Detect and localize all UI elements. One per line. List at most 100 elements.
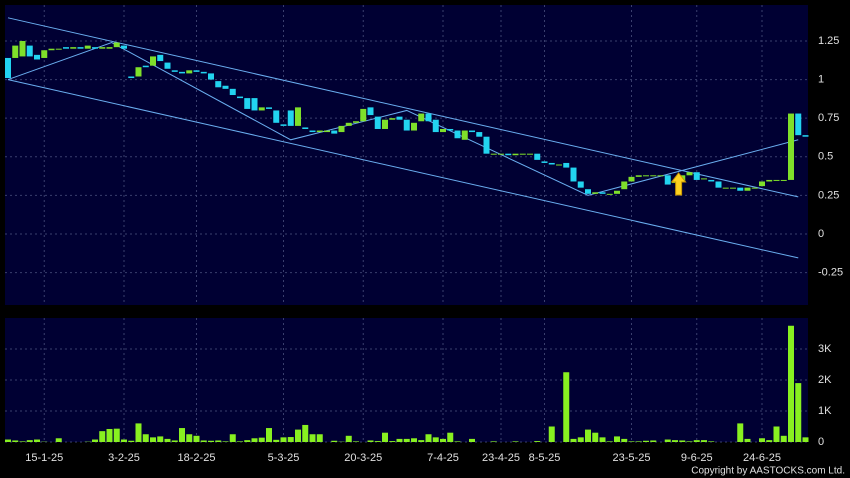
candle-body [744, 187, 751, 191]
candle-body [164, 62, 171, 69]
volume-bar [19, 441, 26, 442]
volume-bar [316, 434, 323, 442]
candle-body [585, 189, 591, 194]
volume-bar [599, 437, 606, 442]
candle-body [751, 187, 758, 189]
x-tick-label: 15-1-25 [25, 452, 63, 464]
candle-body [693, 172, 700, 180]
candle-body [208, 73, 214, 80]
volume-bar [773, 426, 780, 442]
candle-body [55, 48, 62, 50]
x-tick-label: 23-5-25 [613, 452, 651, 464]
candle-body [614, 190, 620, 194]
candle-body [26, 45, 33, 57]
volume-bar [128, 440, 135, 442]
volume-bar [302, 424, 309, 442]
candle-body [70, 47, 77, 49]
candle-body [788, 113, 794, 180]
x-tick-label: 9-6-25 [681, 452, 713, 464]
arrow-marker [670, 172, 687, 196]
volume-bar [679, 440, 686, 442]
candle-body [686, 172, 693, 176]
volume-bar [577, 437, 584, 442]
volume-bar [759, 438, 765, 442]
candle-body [599, 192, 606, 194]
candle-body [295, 107, 301, 126]
volume-bar [251, 438, 258, 442]
volume-bar [411, 438, 417, 442]
candle-body [483, 136, 490, 154]
volume-bar [628, 441, 635, 442]
volume-bar [802, 437, 809, 442]
candle-body [309, 130, 316, 133]
y-tick-label: 1 [818, 73, 824, 85]
candle-body [432, 119, 439, 133]
volume-bar [432, 437, 439, 442]
y-tick-label: 0.25 [818, 189, 839, 201]
volume-bar [635, 441, 642, 442]
volume-bar [208, 440, 214, 442]
volume-bar [258, 437, 265, 442]
candle-body [142, 65, 149, 68]
volume-bar [469, 438, 475, 442]
candle-body [19, 40, 26, 57]
candle-body [193, 70, 200, 72]
candle-body [389, 118, 396, 120]
volume-bar [215, 440, 222, 442]
volume-bar [222, 441, 229, 442]
candle-body [628, 176, 635, 182]
volume-bar [5, 439, 11, 442]
candle-body [563, 162, 570, 168]
candle-body [266, 107, 272, 109]
candle-body [316, 130, 323, 133]
candle-body [113, 42, 120, 48]
volume-bar [795, 383, 802, 442]
volume-bar [512, 441, 519, 442]
candle-body [106, 47, 113, 49]
volume-bar [389, 441, 396, 442]
candle-body [773, 179, 780, 181]
y2-tick-label: 3K [818, 343, 832, 355]
candle-body [135, 67, 142, 77]
candle-body [621, 181, 628, 190]
candle-body [635, 175, 642, 177]
volume-bar [563, 372, 570, 442]
y-tick-label: 0 [818, 228, 824, 240]
candle-body [360, 108, 367, 122]
volume-bar [193, 435, 200, 442]
candle-body [657, 175, 664, 177]
y-tick-label: 0.5 [818, 151, 833, 163]
volume-bar [650, 440, 657, 442]
candle-body [476, 132, 483, 137]
candle-body [548, 162, 555, 165]
candle-body [237, 96, 243, 99]
volume-bar [693, 440, 700, 442]
candle-body [708, 179, 715, 182]
candle-body [215, 81, 222, 88]
candle-body [302, 127, 309, 129]
candle-body [606, 193, 613, 195]
candle-body [171, 70, 178, 72]
candle-body [200, 71, 207, 74]
volume-bar [113, 428, 120, 442]
volume-bar [55, 438, 62, 442]
candle-body [63, 47, 69, 49]
x-tick-label: 24-6-25 [743, 452, 781, 464]
y-tick-label: 1.25 [818, 35, 839, 47]
volume-bar [766, 440, 773, 442]
volume-bar [121, 439, 127, 442]
candle-body [12, 45, 19, 58]
candle-body [41, 50, 48, 58]
candle-body [48, 48, 55, 51]
volume-bar [157, 436, 164, 442]
x-tick-label: 23-4-25 [482, 452, 520, 464]
candle-body [324, 130, 330, 133]
candle-body [715, 181, 722, 188]
candle-body [258, 107, 265, 111]
candle-body [490, 153, 497, 155]
volume-bar [454, 441, 461, 442]
volume-bar [548, 426, 555, 442]
candle-body [345, 122, 352, 126]
y-tick-label: -0.25 [818, 266, 843, 278]
